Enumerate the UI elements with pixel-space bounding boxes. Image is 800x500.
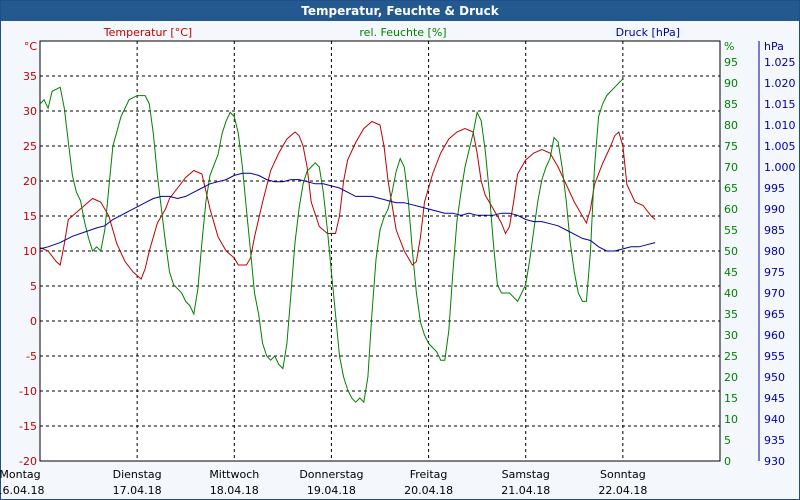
humidity-tick-label: 20 xyxy=(724,371,738,384)
day-date-label: 19.04.18 xyxy=(307,484,356,497)
pressure-tick-label: 1.000 xyxy=(764,161,796,174)
temperature-tick-label: -20 xyxy=(19,455,37,468)
day-weekday-label: Freitag xyxy=(410,468,448,481)
humidity-tick-label: 75 xyxy=(724,140,738,153)
temperature-tick-label: 10 xyxy=(23,245,37,258)
chart-title: Temperatur, Feuchte & Druck xyxy=(1,1,799,21)
humidity-tick-label: 95 xyxy=(724,56,738,69)
humidity-tick-label: 10 xyxy=(724,413,738,426)
pressure-unit-label: hPa xyxy=(764,40,784,53)
humidity-tick-label: 80 xyxy=(724,119,738,132)
temperature-tick-label: 30 xyxy=(23,105,37,118)
pressure-tick-label: 1.025 xyxy=(764,56,796,69)
temperature-tick-label: -10 xyxy=(19,385,37,398)
humidity-tick-label: 40 xyxy=(724,287,738,300)
temperature-tick-label: -5 xyxy=(26,350,37,363)
temperature-series-line xyxy=(39,120,656,280)
humidity-tick-label: 5 xyxy=(724,434,731,447)
temperature-tick-label: 15 xyxy=(23,210,37,223)
day-weekday-label: Donnerstag xyxy=(299,468,363,481)
pressure-tick-label: 1.015 xyxy=(764,98,796,111)
humidity-axis-title: rel. Feuchte [%] xyxy=(359,26,446,39)
humidity-unit-label: % xyxy=(724,40,734,53)
temperature-tick-label: 25 xyxy=(23,140,37,153)
pressure-tick-label: 940 xyxy=(764,413,785,426)
temperature-tick-label: 20 xyxy=(23,175,37,188)
temperature-tick-label: 35 xyxy=(23,70,37,83)
humidity-tick-label: 15 xyxy=(724,392,738,405)
pressure-tick-label: 1.020 xyxy=(764,77,796,90)
day-date-label: 17.04.18 xyxy=(113,484,162,497)
humidity-tick-label: 25 xyxy=(724,350,738,363)
temperature-tick-label: -15 xyxy=(19,420,37,433)
pressure-tick-label: 995 xyxy=(764,182,785,195)
day-date-label: 18.04.18 xyxy=(210,484,259,497)
day-date-label: 22.04.18 xyxy=(598,484,647,497)
temperature-unit-label: °C xyxy=(24,40,38,53)
pressure-tick-label: 985 xyxy=(764,224,785,237)
series-group xyxy=(39,78,656,404)
humidity-series-line xyxy=(39,78,624,404)
humidity-tick-label: 30 xyxy=(724,329,738,342)
day-weekday-label: Dienstag xyxy=(113,468,162,481)
humidity-tick-label: 0 xyxy=(724,455,731,468)
humidity-tick-label: 90 xyxy=(724,77,738,90)
pressure-series-line xyxy=(39,172,656,252)
humidity-tick-label: 70 xyxy=(724,161,738,174)
humidity-tick-label: 60 xyxy=(724,203,738,216)
humidity-tick-label: 65 xyxy=(724,182,738,195)
pressure-tick-label: 965 xyxy=(764,308,785,321)
humidity-tick-label: 50 xyxy=(724,245,738,258)
day-weekday-label: Mittwoch xyxy=(209,468,259,481)
day-weekday-label: Sonntag xyxy=(600,468,646,481)
grid xyxy=(40,41,720,461)
day-date-label: 20.04.18 xyxy=(404,484,453,497)
temperature-tick-label: 5 xyxy=(30,280,37,293)
pressure-tick-label: 960 xyxy=(764,329,785,342)
humidity-tick-label: 55 xyxy=(724,224,738,237)
humidity-tick-label: 35 xyxy=(724,308,738,321)
pressure-axis-title: Druck [hPa] xyxy=(616,26,680,39)
pressure-tick-label: 975 xyxy=(764,266,785,279)
pressure-tick-label: 950 xyxy=(764,371,785,384)
pressure-tick-label: 1.005 xyxy=(764,140,796,153)
pressure-tick-label: 955 xyxy=(764,350,785,363)
day-date-label: 21.04.18 xyxy=(501,484,550,497)
day-date-label: 16.04.18 xyxy=(0,484,44,497)
pressure-tick-label: 945 xyxy=(764,392,785,405)
temperature-axis-title: Temperatur [°C] xyxy=(103,26,192,39)
pressure-tick-label: 930 xyxy=(764,455,785,468)
pressure-tick-label: 980 xyxy=(764,245,785,258)
temperature-tick-label: 0 xyxy=(30,315,37,328)
humidity-tick-label: 45 xyxy=(724,266,738,279)
day-weekday-label: Samstag xyxy=(502,468,550,481)
day-weekday-label: Montag xyxy=(0,468,41,481)
pressure-tick-label: 990 xyxy=(764,203,785,216)
pressure-tick-label: 1.010 xyxy=(764,119,796,132)
pressure-tick-label: 970 xyxy=(764,287,785,300)
axis-labels: Temperatur [°C] rel. Feuchte [%] Druck [hP… xyxy=(0,26,796,497)
pressure-tick-label: 935 xyxy=(764,434,785,447)
humidity-tick-label: 85 xyxy=(724,98,738,111)
